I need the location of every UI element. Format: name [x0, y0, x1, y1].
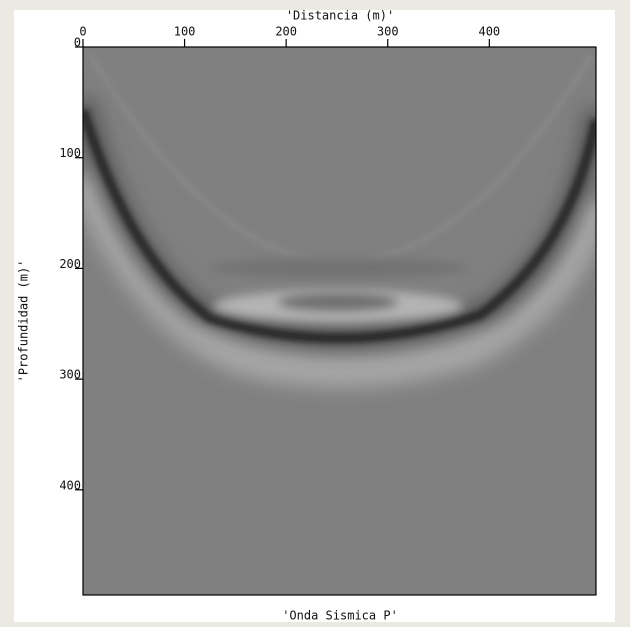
y-axis-label: 'Profundidad (m)'	[17, 260, 31, 383]
x-tick-label: 100	[174, 25, 196, 39]
x-tick-label: 400	[478, 25, 500, 39]
x-axis-label: 'Onda Sismica P'	[282, 609, 398, 623]
x-tick-label: 0	[79, 25, 86, 39]
plot-frame	[82, 46, 597, 596]
x-tick-label: 300	[377, 25, 399, 39]
y-tick-label: 300	[59, 368, 81, 382]
y-tick-label: 200	[59, 257, 81, 271]
y-tick-label: 0	[74, 36, 81, 50]
x-tick-label: 200	[275, 25, 297, 39]
y-tick-label: 100	[59, 146, 81, 160]
chart-title: 'Distancia (m)'	[286, 9, 394, 23]
y-tick-label: 400	[59, 478, 81, 492]
wavefield-image	[83, 47, 596, 595]
